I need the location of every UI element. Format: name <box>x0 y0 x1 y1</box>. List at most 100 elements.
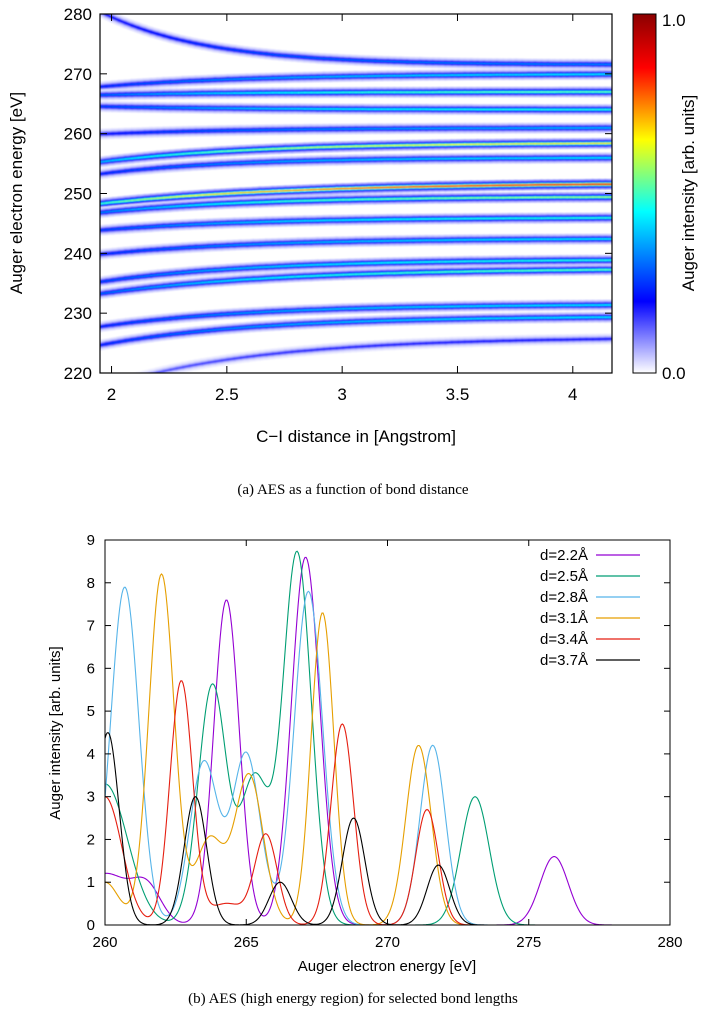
heatmap-band-segment <box>157 206 165 209</box>
heatmap-band <box>100 152 612 180</box>
heatmap-band-segment <box>137 27 146 31</box>
heatmap-band-segment <box>195 43 203 46</box>
heatmap-band-segment <box>125 22 133 26</box>
heatmap-band-segment <box>233 49 242 52</box>
heatmap-band-segment <box>105 210 114 213</box>
heatmap-band-segment <box>100 160 107 163</box>
heatmap-band-segment <box>105 201 114 204</box>
heatmap-band-segment <box>163 154 171 156</box>
heatmap-band-segment <box>137 208 146 210</box>
heatmap-band-segment <box>118 209 127 212</box>
heatmap-band-segment <box>176 38 184 42</box>
heatmap-band-segment <box>150 167 159 170</box>
heatmap-band-segment <box>144 198 152 200</box>
heatmap-band-segment <box>112 228 120 230</box>
heatmap-band-segment <box>118 170 127 173</box>
heatmap-band-segment <box>125 209 133 211</box>
heatmap-band-segment <box>112 17 120 21</box>
heatmap-band-segment <box>259 52 267 55</box>
heatmap-band-segment <box>131 199 139 201</box>
heatmap-band <box>100 86 612 101</box>
heatmap-band-segment <box>278 54 287 57</box>
heatmap-band-segment <box>112 210 120 212</box>
heatmap-band-segment <box>125 200 133 202</box>
heatmap-band-segment <box>182 40 191 43</box>
heatmap-band-segment <box>189 41 197 44</box>
heatmap-band-segment <box>105 85 114 87</box>
heatmap-band-segment <box>163 166 171 168</box>
heatmap-band-segment <box>137 168 146 171</box>
heatmap-band-segment <box>169 37 178 40</box>
heatmap-band-segment <box>176 153 184 155</box>
heatmap-band-segment <box>150 155 159 157</box>
heatmap-band-segment <box>144 156 152 158</box>
heatmap-band-segment <box>227 48 235 51</box>
heatmap-band-segment <box>272 54 280 56</box>
heatmap-band-segment <box>137 156 146 159</box>
heatmap-band-segment <box>201 44 210 47</box>
heatmap-band-segment <box>157 33 165 37</box>
heatmap-band-segment <box>176 165 184 168</box>
heatmap-band-segment <box>240 50 248 53</box>
heatmap-band-segment <box>100 202 107 205</box>
heatmap-band-segment <box>100 211 107 214</box>
heatmap-band-segment <box>195 194 203 196</box>
heatmap-band <box>100 212 612 236</box>
heatmap-band-segment <box>125 157 133 160</box>
heatmap-band-segment <box>100 229 107 231</box>
heatmap-band-segment <box>125 169 133 172</box>
heatmap-band-segment <box>105 159 114 162</box>
heatmap-band-segment <box>310 57 319 59</box>
heatmap-band <box>100 101 612 116</box>
heatmap-band <box>100 233 612 260</box>
heatmap-band-segment <box>137 198 146 201</box>
heatmap-band-segment <box>100 85 107 88</box>
heatmap-band-segment <box>163 35 171 39</box>
heatmap-band-segment <box>105 171 114 174</box>
heatmap-band-segment <box>112 84 120 87</box>
heatmap-band-segment <box>100 172 107 175</box>
heatmap-band-segment <box>112 201 120 203</box>
heatmap-band <box>100 178 612 210</box>
heatmap-bands <box>100 14 612 373</box>
heatmap-band-segment <box>265 53 274 56</box>
heatmap-band-segment <box>131 25 139 29</box>
heatmap-band <box>100 137 612 168</box>
heatmap-band-segment <box>291 55 299 58</box>
heatmap-band-segment <box>131 208 139 211</box>
heatmap-band-segment <box>157 154 165 157</box>
heatmap-band-segment <box>253 52 261 54</box>
heatmap-band-segment <box>163 196 171 199</box>
heatmap-band <box>100 68 612 93</box>
heatmap-band-segment <box>208 45 216 48</box>
heatmap-band <box>100 191 612 219</box>
heatmap-band-segment <box>131 169 139 171</box>
heatmap-band-segment <box>176 195 184 198</box>
heatmap-band-segment <box>221 47 229 50</box>
heatmap-band-segment <box>169 196 178 198</box>
heatmap-band <box>100 14 612 70</box>
heatmap-band-segment <box>246 51 255 53</box>
heatmap-band-segment <box>144 207 152 209</box>
heatmap-band-segment <box>112 171 120 173</box>
heatmap-band-segment <box>182 152 191 155</box>
heatmap-band-segment <box>118 158 127 161</box>
heatmap-band-segment <box>157 167 165 169</box>
heatmap-band-segment <box>105 228 114 231</box>
heatmap-band-segment <box>150 197 159 200</box>
heatmap-band-segment <box>169 153 178 156</box>
heatmap-band-segment <box>150 31 159 35</box>
heatmap-band-segment <box>118 19 127 24</box>
heatmap-band-segment <box>112 159 120 161</box>
heatmap-band <box>100 122 612 140</box>
heatmap-band-segment <box>285 55 293 57</box>
heatmap-band-segment <box>125 227 133 229</box>
heatmap-band-segment <box>214 46 223 49</box>
heatmap-band-segment <box>125 83 133 86</box>
heatmap-band-segment <box>144 168 152 170</box>
heatmap-band-segment <box>118 200 127 203</box>
heatmap-band-segment <box>144 29 152 33</box>
heatmap-band-segment <box>131 157 139 159</box>
